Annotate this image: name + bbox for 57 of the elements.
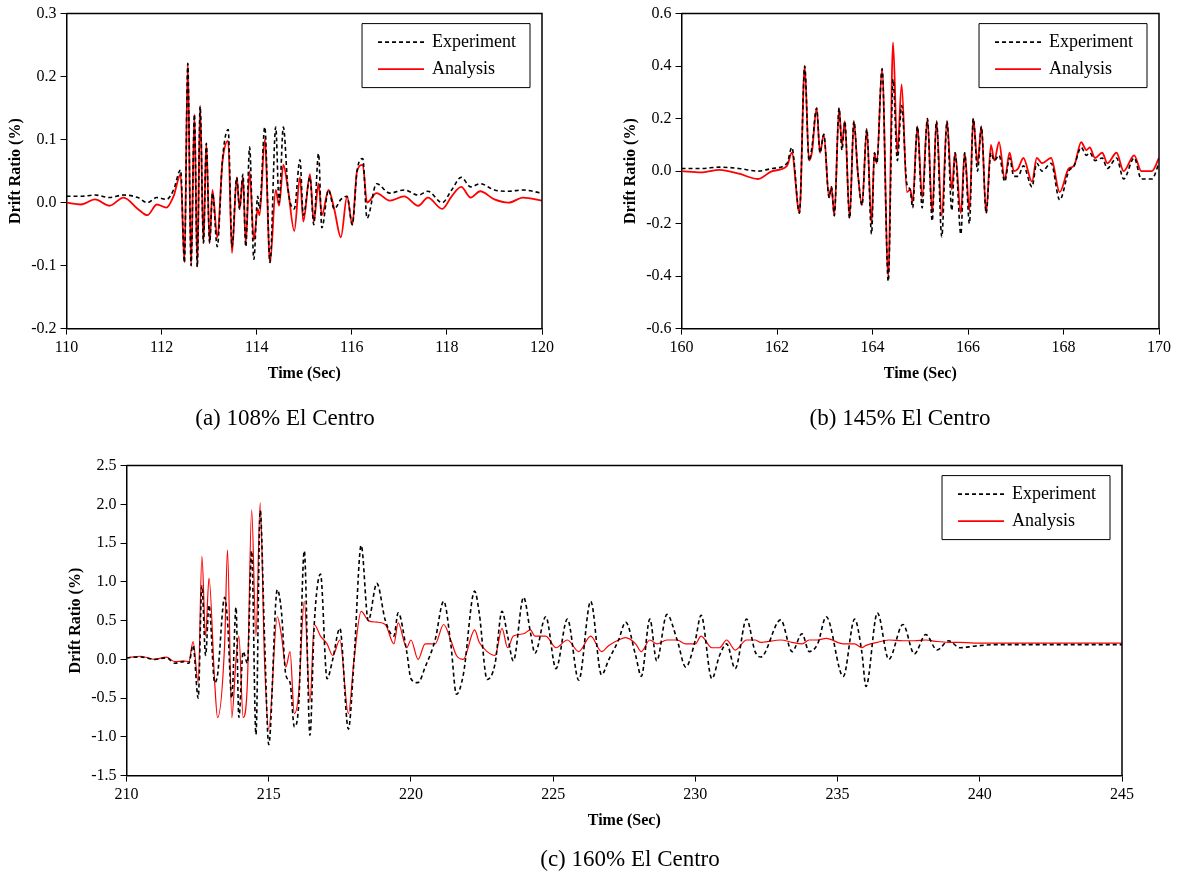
x-tick-label: 170 [1147, 338, 1171, 356]
text: (a) 108% El Centro [194, 405, 376, 431]
y-tick-label: -0.1 [31, 255, 57, 273]
x-tick-label: 118 [435, 338, 459, 356]
y-tick-label: 0.0 [96, 649, 117, 667]
y-tick-label: -0.2 [646, 213, 672, 231]
legend-label: Experiment [1049, 30, 1134, 51]
x-tick-label: 215 [256, 785, 281, 803]
y-tick-label: -0.5 [91, 688, 117, 706]
legend-label: Experiment [432, 30, 517, 51]
y-tick-label: 0.3 [36, 3, 57, 21]
y-tick-label: 0.5 [96, 610, 117, 628]
legend-label: Analysis [1049, 57, 1113, 78]
x-tick-label: 120 [530, 338, 554, 356]
y-tick-label: 0.0 [651, 161, 672, 179]
x-tick-label: 164 [860, 338, 885, 356]
y-tick-label: 0.0 [36, 192, 57, 210]
y-tick-label: 1.5 [96, 533, 117, 551]
x-tick-label: 210 [114, 785, 139, 803]
x-tick-label: 240 [967, 785, 992, 803]
y-axis-title: Drift Ratio (%) [620, 118, 639, 224]
x-tick-label: 245 [1110, 785, 1134, 803]
legend-label: Experiment [1012, 482, 1097, 503]
y-tick-label: -0.2 [31, 318, 57, 336]
x-axis-title: Time (Sec) [587, 810, 661, 829]
x-tick-label: 235 [825, 785, 850, 803]
y-tick-label: 0.6 [651, 3, 672, 21]
x-tick-label: 110 [54, 338, 79, 356]
y-tick-label: 1.0 [96, 572, 117, 590]
y-tick-label: -1.0 [91, 727, 117, 745]
x-tick-label: 114 [245, 338, 269, 356]
x-tick-label: 162 [765, 338, 790, 356]
x-tick-label: 225 [541, 785, 566, 803]
y-tick-label: 0.2 [36, 66, 57, 84]
legend-label: Analysis [432, 57, 496, 78]
y-tick-label: -1.5 [91, 765, 117, 783]
x-tick-label: 160 [669, 338, 694, 356]
y-axis-title: Drift Ratio (%) [5, 118, 24, 224]
x-tick-label: 230 [683, 785, 708, 803]
x-axis-title: Time (Sec) [883, 363, 957, 382]
x-tick-label: 112 [149, 338, 174, 356]
y-tick-label: 0.1 [36, 129, 57, 147]
y-tick-label: -0.4 [646, 266, 672, 284]
x-tick-label: 220 [398, 785, 423, 803]
y-tick-label: 2.0 [96, 494, 117, 512]
y-tick-label: 2.5 [96, 455, 117, 473]
x-tick-label: 168 [1051, 338, 1076, 356]
x-tick-label: 116 [340, 338, 364, 356]
y-tick-label: -0.6 [646, 318, 672, 336]
y-axis-title: Drift Ratio (%) [65, 567, 84, 674]
y-tick-label: 0.2 [651, 108, 672, 126]
legend-label: Analysis [1012, 509, 1076, 530]
text: (b) 145% El Centro [808, 405, 992, 431]
text: (c) 160% El Centro [539, 846, 721, 872]
y-tick-label: 0.4 [651, 56, 672, 74]
x-tick-label: 166 [956, 338, 981, 356]
x-axis-title: Time (Sec) [267, 363, 341, 382]
